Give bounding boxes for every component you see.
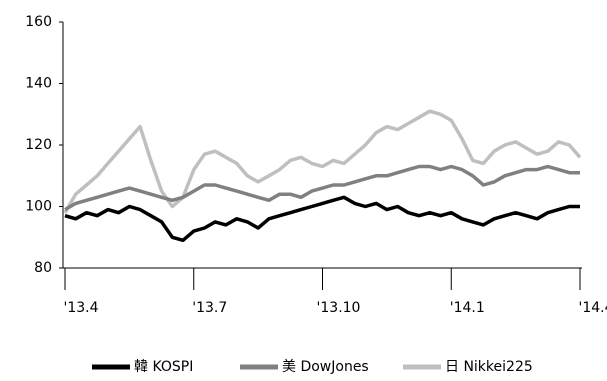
y-tick-label: 80 — [34, 260, 52, 276]
x-tick-label: '14.4 — [578, 300, 607, 316]
y-tick-label: 100 — [25, 199, 52, 215]
legend-label: 韓 KOSPI — [134, 359, 193, 375]
legend-label: 日 Nikkei225 — [445, 359, 533, 375]
y-tick-label: 120 — [25, 137, 52, 153]
x-tick-label: '14.1 — [450, 300, 485, 316]
x-tick-label: '13.7 — [192, 300, 227, 316]
x-tick-label: '13.10 — [317, 300, 361, 316]
legend-label: 美 DowJones — [282, 359, 369, 375]
series-line — [64, 164, 580, 212]
series-line — [63, 109, 582, 214]
y-tick-label: 140 — [25, 76, 52, 92]
y-tick-label: 160 — [25, 14, 52, 30]
x-tick-label: '13.4 — [63, 300, 98, 316]
series-line — [64, 195, 580, 243]
